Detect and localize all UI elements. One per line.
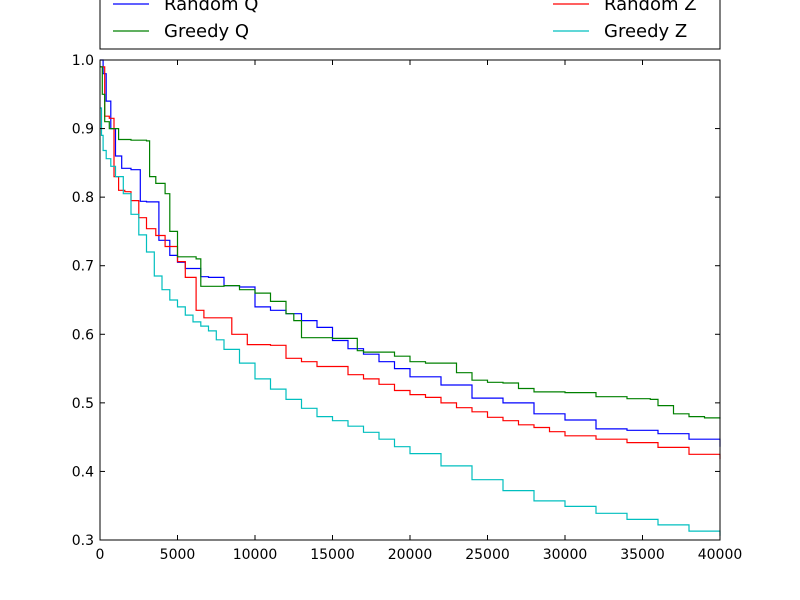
y-tick-label: 0.4 [72, 464, 94, 480]
x-tick-label: 40000 [698, 547, 743, 563]
legend: Random Q Random Z Greedy Q Greedy Z [99, 0, 721, 50]
series-line-1 [100, 66, 721, 460]
x-tick-label: 0 [96, 547, 105, 563]
x-tick-label: 30000 [543, 547, 588, 563]
y-tick-label: 0.9 [72, 122, 94, 138]
y-tick-label: 0.5 [72, 396, 94, 412]
plot-frame [99, 59, 721, 541]
x-tick-label: 25000 [465, 547, 510, 563]
series-line-2 [100, 66, 721, 419]
x-tick-label: 15000 [310, 547, 355, 563]
legend-label: Random Z [604, 0, 697, 15]
x-tick-label: 20000 [388, 547, 433, 563]
x-tick-label: 10000 [233, 547, 278, 563]
y-tick-label: 1.0 [72, 53, 94, 69]
y-tick-label: 0.8 [72, 190, 94, 206]
series-layer [100, 59, 721, 536]
series-line-3 [100, 107, 721, 536]
y-tick-label: 0.3 [72, 533, 94, 549]
x-tick-label: 5000 [160, 547, 196, 563]
x-tick-label: 35000 [620, 547, 665, 563]
legend-label: Random Q [164, 0, 258, 15]
tick-layer: 0 5000 10000 15000 20000 25000 30000 35000 40000… [72, 53, 743, 563]
series-line-0 [100, 59, 721, 447]
legend-label: Greedy Z [604, 21, 687, 42]
y-tick-label: 0.6 [72, 327, 94, 343]
y-tick-label: 0.7 [72, 259, 94, 275]
legend-label: Greedy Q [164, 21, 249, 42]
legend-box [99, 0, 721, 50]
